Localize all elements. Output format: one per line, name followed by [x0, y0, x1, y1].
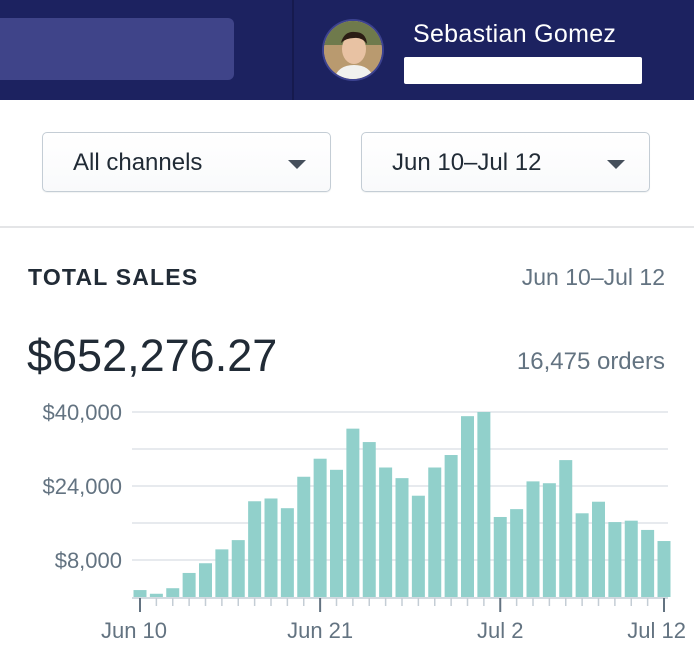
bar[interactable]: [313, 458, 327, 597]
bar[interactable]: [264, 498, 278, 597]
bar[interactable]: [297, 476, 311, 597]
bar[interactable]: [379, 467, 393, 598]
total-sales-value: $652,276.27: [27, 330, 278, 381]
bar[interactable]: [559, 460, 573, 597]
bar[interactable]: [608, 522, 622, 597]
x-tick-label: Jul 12: [627, 618, 686, 643]
bar[interactable]: [526, 481, 540, 597]
channel-select[interactable]: All channels: [42, 132, 331, 192]
y-tick-label: $8,000: [55, 548, 122, 573]
bar[interactable]: [133, 590, 147, 597]
y-tick-label: $40,000: [42, 400, 122, 425]
card-title: TOTAL SALES: [28, 264, 199, 290]
bar[interactable]: [477, 412, 491, 597]
search-input[interactable]: [0, 18, 234, 80]
bar[interactable]: [542, 483, 556, 597]
bar[interactable]: [510, 509, 524, 597]
bar[interactable]: [330, 469, 343, 597]
bar[interactable]: [428, 467, 442, 598]
bar[interactable]: [657, 541, 671, 597]
bar[interactable]: [493, 516, 507, 597]
filter-bar: All channels Jun 10–Jul 12: [0, 100, 694, 228]
x-tick-label: Jul 2: [477, 618, 523, 643]
top-bar: Sebastian Gomez: [0, 0, 694, 100]
orders-count: 16,475 orders: [516, 348, 665, 375]
bar[interactable]: [461, 416, 474, 597]
caret-down-icon: [288, 160, 306, 169]
card-date-range: Jun 10–Jul 12: [521, 264, 665, 290]
bar[interactable]: [641, 529, 655, 597]
x-tick-label: Jun 21: [287, 618, 353, 643]
avatar[interactable]: [324, 21, 382, 79]
channel-select-value: All channels: [73, 149, 203, 176]
bar[interactable]: [624, 520, 638, 597]
bar[interactable]: [199, 563, 212, 597]
bar[interactable]: [346, 428, 360, 597]
bar[interactable]: [149, 593, 163, 597]
bar[interactable]: [182, 572, 196, 597]
bar[interactable]: [592, 501, 605, 597]
user-subtitle-redacted: [404, 57, 642, 84]
bar[interactable]: [248, 501, 262, 597]
sales-bar-chart: $8,000 $24,000 $40,000 Jun 10 Jun 21 Jul 2 Jul…: [42, 400, 686, 643]
bar[interactable]: [362, 442, 376, 597]
bar[interactable]: [444, 455, 458, 597]
bar[interactable]: [231, 540, 245, 597]
date-range-select[interactable]: Jun 10–Jul 12: [361, 132, 650, 192]
date-range-select-value: Jun 10–Jul 12: [392, 149, 542, 176]
caret-down-icon: [607, 160, 625, 169]
bar[interactable]: [411, 495, 425, 597]
x-tick-label: Jun 10: [101, 618, 167, 643]
bar[interactable]: [395, 478, 409, 597]
bar[interactable]: [575, 513, 589, 597]
y-tick-label: $24,000: [42, 474, 122, 499]
avatar-photo: [324, 21, 382, 79]
user-name[interactable]: Sebastian Gomez: [413, 20, 617, 48]
bar[interactable]: [280, 508, 294, 597]
topbar-divider: [292, 0, 294, 100]
bar[interactable]: [166, 588, 180, 597]
bar[interactable]: [215, 549, 229, 597]
